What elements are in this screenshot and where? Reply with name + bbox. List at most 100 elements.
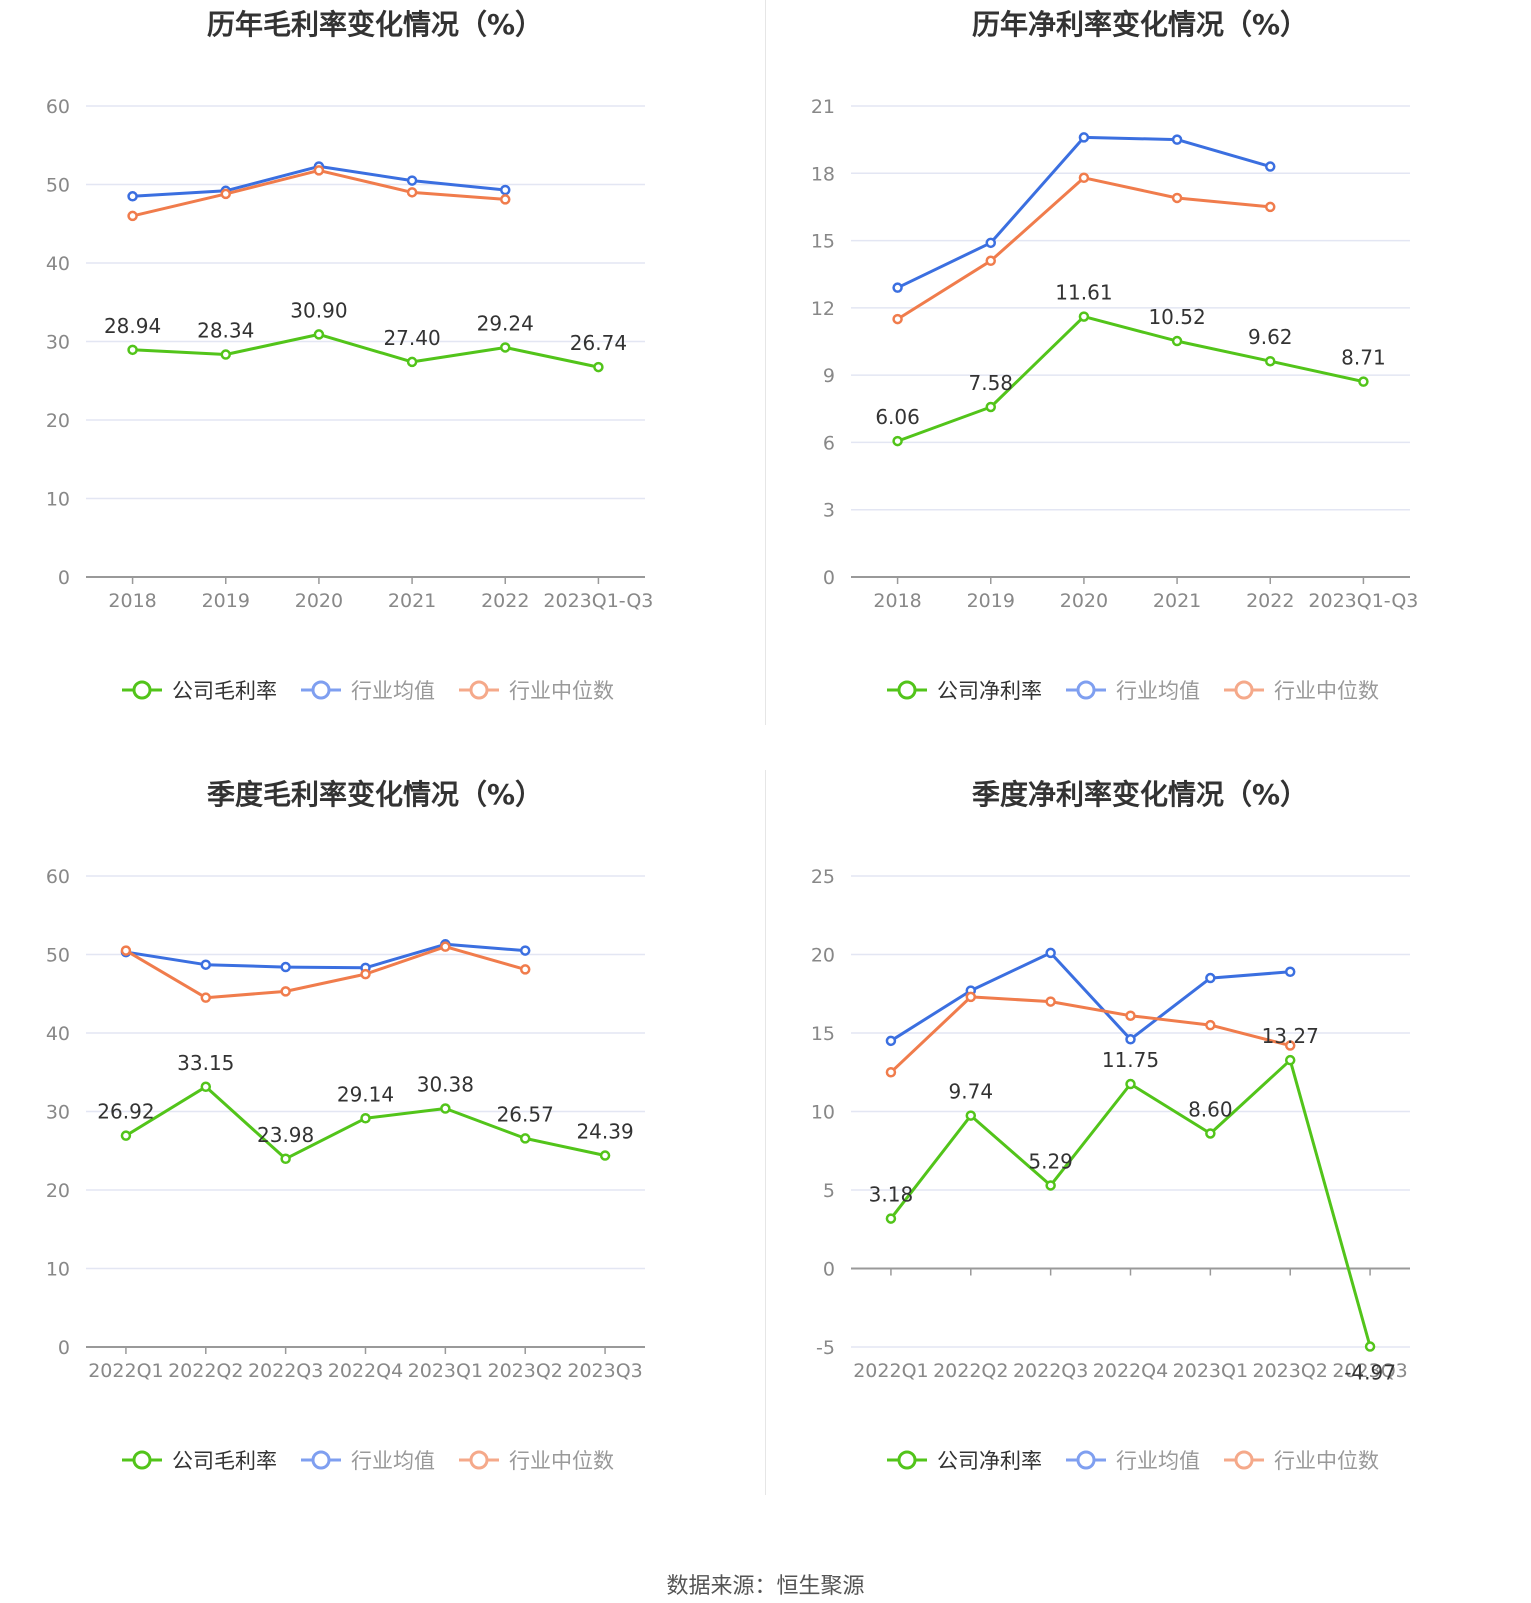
data-label: 26.74: [570, 331, 627, 355]
data-point-company: [985, 401, 996, 413]
data-point-industry_avg: [519, 945, 531, 956]
data-point-industry_avg: [892, 282, 903, 293]
data-point-industry_avg: [406, 175, 418, 186]
legend-item-industry_avg: 行业均值: [301, 1449, 435, 1473]
x-tick-label: 2023Q2: [1253, 1360, 1328, 1382]
legend-marker: [132, 1450, 152, 1470]
y-tick-label: 3: [823, 500, 835, 522]
legend-marker: [1234, 1450, 1254, 1470]
data-point-company: [1045, 1180, 1056, 1191]
x-tick-label: 2020: [295, 590, 343, 612]
data-point-company: [892, 435, 903, 447]
data-point-company: [500, 342, 511, 353]
data-label: 11.61: [1055, 281, 1112, 305]
quarterly-gross-margin-chart: 季度毛利率变化情况（%） 0 10 20 30 40 50 60 2022Q1 2022Q2 202…: [0, 770, 765, 1530]
x-tick-label: 2022Q1: [88, 1360, 163, 1382]
x-tick-label: 2018: [873, 590, 921, 612]
y-tick-label: 15: [811, 1023, 835, 1045]
legend-item-industry_median: 行业中位数: [459, 1449, 614, 1473]
data-label: -4.97: [1344, 1361, 1396, 1385]
data-label: 13.27: [1262, 1024, 1319, 1048]
data-label: 28.94: [104, 314, 161, 338]
data-point-company: [1125, 1078, 1136, 1090]
x-tick-label: 2023Q3: [567, 1360, 642, 1382]
series-line-industry_avg: [896, 135, 1271, 290]
data-point-industry_median: [1171, 192, 1183, 204]
data-point-industry_avg: [1205, 972, 1216, 984]
x-tick-label: 2023Q2: [488, 1360, 563, 1382]
y-tick-label: 10: [46, 1259, 70, 1281]
series-line-company: [132, 332, 599, 369]
data-point-industry_median: [1205, 1019, 1216, 1031]
y-tick-label: -5: [816, 1337, 835, 1359]
x-tick-label: 2023Q1-Q3: [1308, 590, 1418, 612]
x-tick-label: 2023Q3: [1332, 1360, 1407, 1382]
legend-label: 行业均值: [351, 679, 435, 703]
y-tick-label: 60: [46, 866, 70, 888]
data-point-company: [885, 1213, 897, 1224]
x-tick-label: 2022Q4: [1093, 1360, 1168, 1382]
legend-marker: [897, 1450, 917, 1470]
y-tick-label: 30: [46, 332, 70, 354]
x-tick-label: 2023Q1-Q3: [543, 590, 653, 612]
legend-item-company: 公司毛利率: [122, 679, 277, 703]
data-point-industry_median: [200, 992, 212, 1003]
x-tick-label: 2020: [1060, 590, 1108, 612]
legend-item-industry_median: 行业中位数: [1224, 1449, 1379, 1473]
data-point-industry_median: [313, 165, 325, 176]
y-tick-label: 0: [823, 567, 835, 589]
data-label: 5.29: [1028, 1149, 1073, 1173]
y-tick-label: 0: [823, 1259, 835, 1281]
data-point-industry_median: [885, 1067, 897, 1078]
legend-marker: [311, 1450, 331, 1470]
data-point-industry_avg: [1171, 134, 1183, 145]
legend-marker: [897, 680, 917, 700]
y-tick-label: 20: [46, 410, 70, 432]
annual-net-margin-chart: 历年净利率变化情况（%） 0 3 6 9 12 15 18 21 2018 2019 2020 2021…: [765, 0, 1530, 760]
x-tick-label: 2022Q3: [248, 1360, 323, 1382]
data-label: 3.18: [869, 1183, 914, 1207]
data-point-company: [1078, 311, 1090, 322]
legend-label: 行业中位数: [1274, 1449, 1379, 1473]
data-point-industry_median: [1284, 1040, 1296, 1051]
series-line-industry_avg: [890, 951, 1291, 1043]
data-point-company: [220, 349, 231, 360]
data-point-company: [313, 329, 325, 340]
data-point-company: [1171, 335, 1183, 347]
data-point-industry_avg: [1078, 132, 1090, 143]
legend-label: 公司毛利率: [172, 1449, 277, 1473]
legend-label: 行业中位数: [1274, 679, 1379, 703]
legend-item-company: 公司净利率: [887, 1449, 1042, 1473]
data-point-company: [200, 1081, 212, 1093]
data-point-company: [1205, 1128, 1216, 1139]
y-tick-label: 60: [46, 96, 70, 118]
data-point-industry_avg: [985, 237, 996, 249]
x-tick-label: 2023Q1: [1173, 1360, 1248, 1382]
legend-marker: [1234, 680, 1254, 700]
chart-svg: 历年毛利率变化情况（%） 0 10 20 30 40 50 60 2018 2019 2020 202…: [46, 8, 654, 703]
legend-marker: [469, 680, 489, 700]
legend-item-industry_median: 行业中位数: [1224, 679, 1379, 703]
x-tick-label: 2023Q1: [408, 1360, 483, 1382]
y-tick-label: 6: [823, 432, 835, 454]
y-tick-label: 12: [811, 298, 835, 320]
divider-bottom: [765, 770, 766, 1495]
x-tick-label: 2022Q4: [328, 1360, 403, 1382]
data-label: 23.98: [257, 1123, 314, 1147]
legend-item-company: 公司净利率: [887, 679, 1042, 703]
legend-label: 行业均值: [1116, 1449, 1200, 1473]
data-label: 30.90: [290, 298, 347, 322]
data-point-company: [1284, 1054, 1296, 1066]
data-point-industry_median: [1125, 1010, 1136, 1021]
legend-label: 行业中位数: [509, 1449, 614, 1473]
x-tick-label: 2021: [388, 590, 436, 612]
data-point-industry_avg: [127, 191, 138, 202]
chart-title: 历年净利率变化情况（%）: [972, 8, 1308, 41]
data-label: 8.71: [1341, 346, 1386, 370]
data-point-industry_median: [519, 964, 531, 975]
legend-label: 行业均值: [351, 1449, 435, 1473]
data-point-industry_median: [220, 188, 231, 200]
data-point-company: [360, 1113, 371, 1124]
chart-svg: 历年净利率变化情况（%） 0 3 6 9 12 15 18 21 2018 2019 2020 2021…: [811, 8, 1419, 703]
